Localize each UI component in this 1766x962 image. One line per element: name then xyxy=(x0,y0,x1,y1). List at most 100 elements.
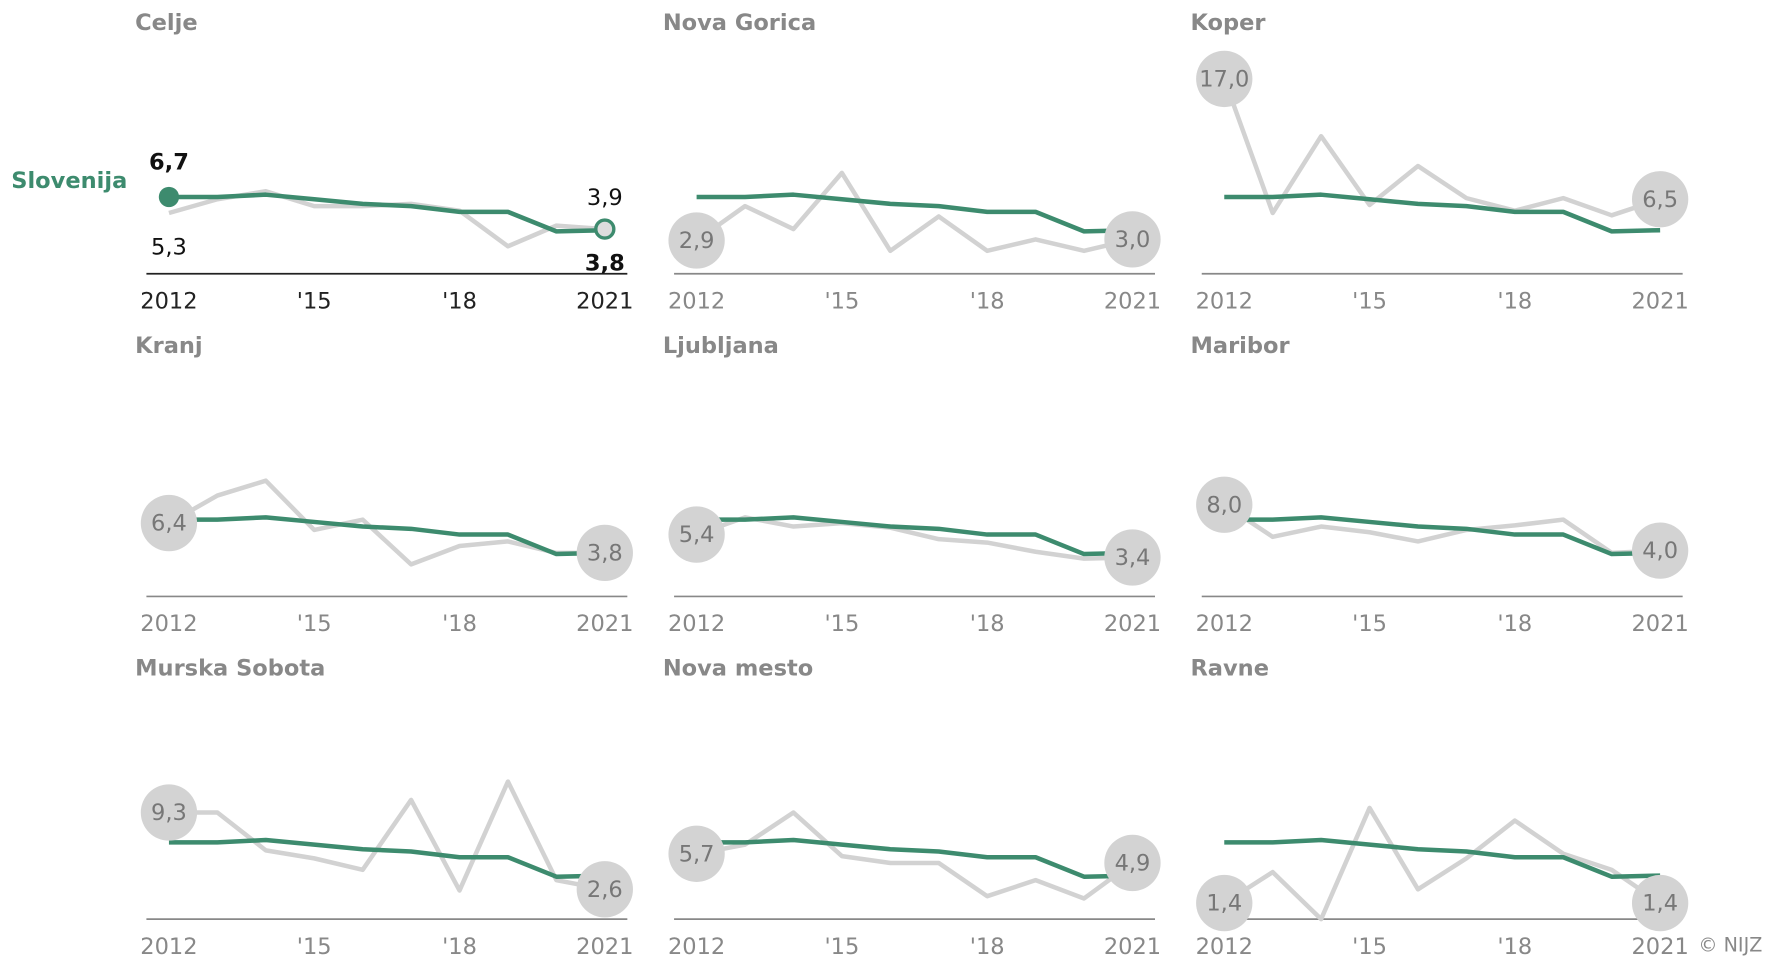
x-tick-label: 2012 xyxy=(668,934,725,960)
slovenia-line xyxy=(1224,515,1661,557)
value-label: 2,6 xyxy=(587,877,623,903)
x-tick-label: '15 xyxy=(824,934,859,960)
label-circle xyxy=(140,494,198,552)
x-tick-label: 2012 xyxy=(1196,934,1253,960)
panel-title: Celje xyxy=(135,10,198,36)
slovenia-line xyxy=(168,515,605,557)
x-tick-label: '18 xyxy=(1497,934,1532,960)
x-tick-label: 2021 xyxy=(576,934,633,960)
value-label: 5,4 xyxy=(679,522,715,548)
region-line xyxy=(1223,805,1662,922)
x-tick-label: '15 xyxy=(1352,611,1387,637)
marker xyxy=(158,186,180,208)
label-circle xyxy=(1196,50,1253,108)
value-label: 6,5 xyxy=(1642,187,1678,213)
x-tick-label: '15 xyxy=(1352,288,1387,314)
region-line xyxy=(696,810,1134,901)
panel-title: Nova Gorica xyxy=(663,10,816,36)
value-label: 9,3 xyxy=(151,800,187,826)
label-circle xyxy=(1104,834,1161,892)
value-label: 6,4 xyxy=(151,511,187,537)
x-tick-label: 2021 xyxy=(1631,934,1688,960)
x-tick-label: '15 xyxy=(297,288,332,314)
x-tick-label: '18 xyxy=(970,611,1005,637)
label-circle xyxy=(668,506,725,563)
x-tick-label: '15 xyxy=(1352,934,1387,960)
slovenia-line xyxy=(1224,192,1661,234)
region-line xyxy=(168,188,605,249)
legend-label: Slovenija xyxy=(11,168,127,194)
x-tick-label: '15 xyxy=(824,611,859,637)
panel-title: Nova mesto xyxy=(663,656,813,682)
x-tick-label: 2021 xyxy=(1104,934,1161,960)
marker xyxy=(594,218,616,240)
x-tick-label: 2012 xyxy=(140,934,197,960)
region-line xyxy=(1222,78,1661,218)
label-circle xyxy=(1631,171,1689,228)
label-circle xyxy=(1196,476,1253,533)
x-tick-label: '18 xyxy=(1497,611,1532,637)
x-tick-label: 2012 xyxy=(1196,288,1253,314)
value-label: 3,8 xyxy=(585,250,625,276)
slovenia-line xyxy=(168,837,605,879)
panel-title: Ljubljana xyxy=(663,333,779,359)
x-tick-label: '18 xyxy=(442,611,477,637)
slovenia-line xyxy=(696,837,1133,879)
x-tick-label: 2012 xyxy=(140,288,197,314)
x-tick-label: 2021 xyxy=(576,288,633,314)
x-tick-label: '18 xyxy=(442,934,477,960)
slovenia-line xyxy=(696,192,1133,234)
panel-title: Ravne xyxy=(1190,656,1269,682)
region-line xyxy=(1223,502,1661,556)
slovenia-line xyxy=(168,192,605,234)
value-label: 3,0 xyxy=(1115,227,1151,253)
value-label: 5,3 xyxy=(151,234,187,260)
value-label: 8,0 xyxy=(1206,492,1242,518)
x-tick-label: '15 xyxy=(824,288,859,314)
label-circle xyxy=(1631,522,1689,579)
value-label: 2,9 xyxy=(679,228,715,254)
x-tick-label: 2021 xyxy=(1631,611,1688,637)
value-label: 17,0 xyxy=(1199,67,1249,93)
value-label: 5,7 xyxy=(679,841,715,867)
value-label: 4,9 xyxy=(1115,851,1151,877)
x-tick-label: '18 xyxy=(970,934,1005,960)
x-tick-label: 2012 xyxy=(668,288,725,314)
panel-title: Koper xyxy=(1190,10,1266,36)
x-tick-label: 2012 xyxy=(1196,611,1253,637)
label-circle xyxy=(140,784,198,841)
label-circle xyxy=(1104,529,1161,586)
x-tick-label: 2021 xyxy=(1104,288,1161,314)
x-tick-label: '18 xyxy=(970,288,1005,314)
value-label: 3,9 xyxy=(587,185,623,211)
x-tick-label: '15 xyxy=(297,934,332,960)
x-tick-label: '18 xyxy=(442,288,477,314)
panel-title: Murska Sobota xyxy=(135,656,325,682)
x-tick-label: 2012 xyxy=(140,611,197,637)
x-tick-label: 2021 xyxy=(1104,611,1161,637)
value-label: 1,4 xyxy=(1206,891,1242,917)
value-label: 3,4 xyxy=(1115,545,1151,571)
region-line xyxy=(167,478,605,567)
label-circle xyxy=(668,212,725,269)
slovenia-line xyxy=(1224,837,1661,879)
region-line xyxy=(168,779,606,893)
label-circle xyxy=(1196,874,1253,932)
label-circle xyxy=(1631,874,1689,932)
region-line xyxy=(695,170,1133,254)
region-line xyxy=(695,515,1133,561)
label-circle xyxy=(668,825,725,882)
value-label: 1,4 xyxy=(1642,891,1678,917)
value-label: 4,0 xyxy=(1642,538,1678,564)
value-label: 6,7 xyxy=(149,150,189,176)
label-circle xyxy=(1104,211,1161,268)
value-label: 3,8 xyxy=(587,541,623,567)
slovenia-line xyxy=(696,515,1133,557)
x-tick-label: 2012 xyxy=(668,611,725,637)
label-circle xyxy=(576,524,633,582)
x-tick-label: 2021 xyxy=(1631,288,1688,314)
label-circle xyxy=(576,861,633,918)
x-tick-label: 2021 xyxy=(576,611,633,637)
